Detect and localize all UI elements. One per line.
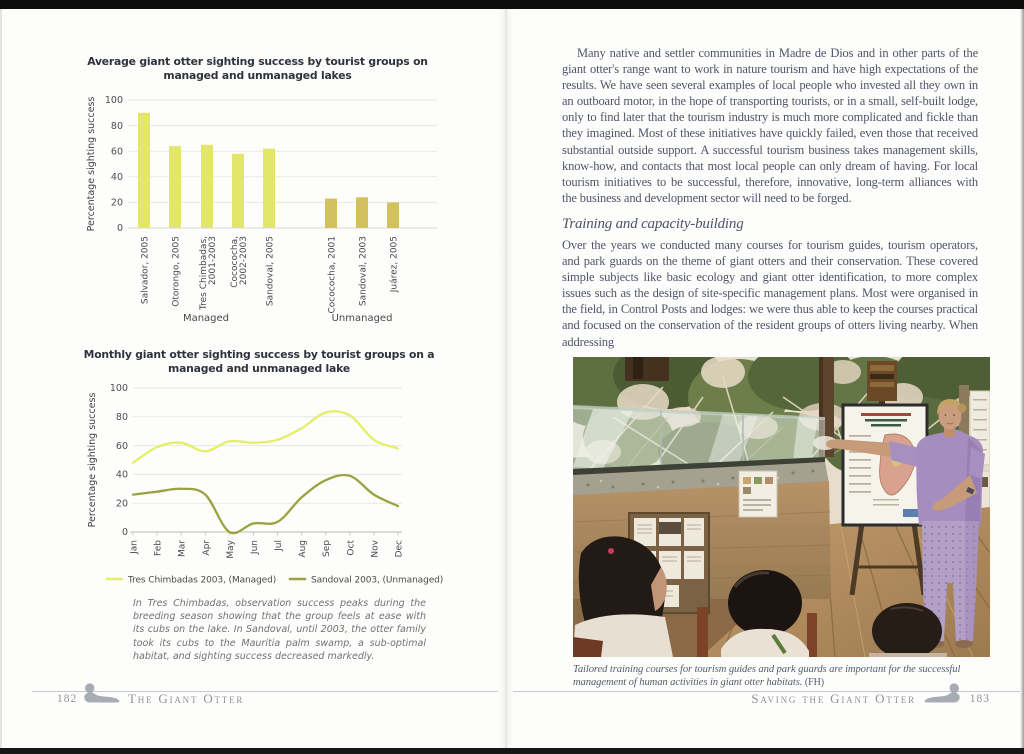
svg-text:60: 60 [116, 441, 128, 452]
svg-text:40: 40 [111, 172, 123, 183]
page-number: 182 [57, 693, 78, 705]
scan-right-edge [1020, 9, 1024, 748]
svg-text:Jul: Jul [274, 540, 284, 552]
gutter-shadow [498, 9, 514, 748]
svg-text:20: 20 [116, 498, 128, 509]
svg-text:20: 20 [111, 198, 123, 209]
instructor-figure [813, 398, 985, 648]
svg-text:Nov: Nov [370, 539, 380, 557]
svg-text:80: 80 [111, 121, 123, 132]
svg-text:Sandoval, 2003: Sandoval, 2003 [359, 236, 369, 306]
bar-chart-title: Average giant otter sighting success by … [87, 55, 428, 82]
svg-text:May: May [226, 539, 236, 558]
svg-text:Tres Chimbadas 2003, (Managed): Tres Chimbadas 2003, (Managed) [127, 576, 276, 586]
training-photo-image [543, 340, 1003, 659]
svg-text:100: 100 [105, 95, 123, 106]
svg-text:Tres Chimbadas,: Tres Chimbadas, [199, 236, 209, 311]
page-number: 183 [969, 693, 990, 705]
chapter-title: Saving the Giant Otter [751, 691, 916, 706]
svg-text:60: 60 [111, 146, 123, 157]
svg-text:Dec: Dec [395, 540, 405, 557]
svg-text:2002-2003: 2002-2003 [239, 236, 249, 285]
svg-text:Otorongo, 2005: Otorongo, 2005 [172, 236, 182, 307]
svg-text:Feb: Feb [154, 540, 164, 556]
svg-text:0: 0 [122, 527, 128, 538]
svg-text:Oct: Oct [346, 540, 356, 556]
book-title: The Giant Otter [128, 691, 245, 706]
training-photo [543, 340, 1003, 659]
photo-caption-text: Tailored training courses for tourism gu… [573, 663, 961, 689]
paragraph-tourism: Many native and settler communities in M… [562, 46, 978, 205]
paragraph-training: Over the years we conducted many courses… [562, 237, 978, 349]
line-chart: 0 20 40 60 80 100 Jan Feb Mar Apr May Jun Jul Aug Sep O… [87, 383, 443, 586]
svg-text:Cocococha,: Cocococha, [230, 236, 240, 288]
svg-text:80: 80 [116, 412, 128, 423]
section-heading: Training and capacity-building [562, 215, 744, 232]
scan-bottom-edge [0, 748, 1024, 754]
svg-text:Jan: Jan [130, 540, 140, 555]
svg-text:Sandoval, 2005: Sandoval, 2005 [266, 236, 276, 306]
svg-text:0: 0 [117, 223, 123, 234]
svg-text:40: 40 [116, 470, 128, 481]
svg-text:Cocococha, 2001: Cocococha, 2001 [328, 236, 338, 314]
svg-text:100: 100 [110, 383, 128, 394]
svg-text:Salvador, 2005: Salvador, 2005 [141, 236, 151, 304]
scan-top-edge [0, 0, 1024, 9]
svg-text:Juárez, 2005: Juárez, 2005 [390, 236, 400, 293]
svg-text:Jun: Jun [250, 540, 260, 555]
left-page: Average giant otter sighting success by … [0, 9, 505, 748]
right-page-content: Many native and settler communities in M… [543, 45, 1003, 690]
otter-logo-icon [924, 683, 960, 703]
photo-credit: (FH) [804, 677, 824, 689]
chart-caption: In Tres Chimbadas, observation success p… [133, 598, 426, 662]
svg-text:Unmanaged: Unmanaged [332, 313, 393, 324]
bar-chart: 0 20 40 60 80 100 Salvador, 2005 Otorongo, 2005… [86, 95, 437, 324]
svg-text:Percentage sighting success: Percentage sighting success [86, 97, 97, 232]
svg-text:Apr: Apr [202, 540, 212, 556]
otter-logo-icon [84, 683, 120, 703]
svg-text:Sandoval 2003, (Unmanaged): Sandoval 2003, (Unmanaged) [311, 576, 443, 586]
photo-caption: Tailored training courses for tourism gu… [573, 663, 987, 690]
footer-rule-left [32, 691, 498, 692]
svg-text:Percentage sighting success: Percentage sighting success [87, 393, 98, 528]
map-board-easel [841, 403, 929, 595]
svg-text:Managed: Managed [183, 313, 229, 324]
scan-left-edge [0, 9, 2, 748]
svg-text:Mar: Mar [178, 540, 188, 557]
svg-text:2001-2003: 2001-2003 [208, 236, 218, 285]
svg-text:Sep: Sep [322, 540, 332, 557]
line-chart-title: Monthly giant otter sighting success by … [83, 348, 435, 375]
right-page: Many native and settler communities in M… [505, 9, 1020, 748]
footer-rule-right [513, 691, 1020, 692]
svg-text:Aug: Aug [298, 540, 308, 558]
audience-heads [573, 535, 947, 659]
